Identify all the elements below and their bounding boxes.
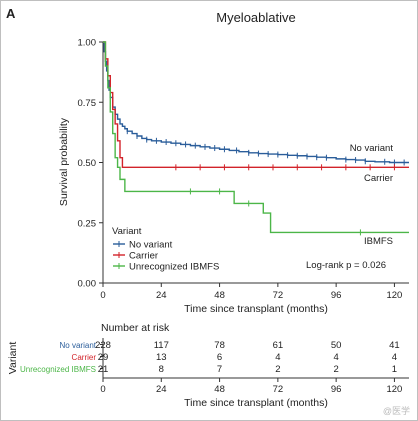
risk-table-x-label: Time since transplant (months) [184,397,328,409]
risk-x-tick-label: 48 [214,384,225,395]
log-rank-annotation: Log-rank p = 0.026 [306,260,386,271]
risk-count: 4 [275,352,280,363]
y-tick-label: 0.50 [78,158,97,169]
y-tick-label: 1.00 [78,38,97,49]
x-axis-label: Time since transplant (months) [184,303,328,315]
x-ticks: 0 24 48 72 96 120 [100,283,402,301]
y-tick-label: 0.75 [78,98,97,109]
panel-label: A [6,6,16,21]
chart-title: Myeloablative [216,10,296,25]
legend-label: No variant [129,240,173,251]
x-tick-label: 0 [100,290,105,301]
risk-count: 61 [273,340,284,351]
risk-table: Number at risk Variant No variant 228 117 7… [7,322,409,409]
legend-title: Variant [112,226,142,237]
risk-count: 1 [392,364,397,375]
curve-unrecognized-ibmfs [103,41,409,234]
watermark: @医学 [383,405,410,416]
risk-table-title: Number at risk [101,322,170,334]
risk-count: 13 [156,352,167,363]
y-axis-label: Survival probability [58,117,70,206]
x-tick-label: 48 [214,290,225,301]
risk-count: 78 [214,340,225,351]
risk-x-tick-label: 72 [273,384,284,395]
risk-count: 21 [98,364,109,375]
end-label: No variant [350,143,394,154]
risk-count: 50 [331,340,342,351]
risk-row-name: Carrier [72,353,97,362]
curve-end-labels: No variant Carrier IBMFS [350,143,394,247]
risk-count: 8 [159,364,164,375]
risk-table-y-title: Variant [7,342,19,375]
risk-count: 7 [217,364,222,375]
survival-plot: 0.00 0.25 0.50 0.75 1.00 0 24 48 72 96 120 Surviv… [58,38,409,315]
curve-carrier [103,41,409,169]
risk-x-tick-label: 0 [100,384,105,395]
risk-x-tick-label: 24 [156,384,167,395]
x-tick-label: 72 [273,290,284,301]
risk-count: 117 [154,340,169,351]
x-tick-label: 120 [386,290,402,301]
risk-count: 41 [389,340,400,351]
risk-row-name: No variant [60,341,97,350]
risk-count: 4 [333,352,338,363]
risk-count: 2 [275,364,280,375]
risk-row-name: Unrecognized IBMFS [20,365,96,374]
x-tick-label: 24 [156,290,167,301]
y-ticks: 0.00 0.25 0.50 0.75 1.00 [78,38,103,290]
y-tick-label: 0.00 [78,279,97,290]
risk-count: 2 [333,364,338,375]
risk-count: 228 [95,340,111,351]
risk-table-x-ticks: 0 24 48 72 96 120 [100,378,402,395]
end-label: IBMFS [364,236,393,247]
risk-count: 4 [392,352,397,363]
legend-label: Unrecognized IBMFS [129,262,219,273]
survival-curves [103,41,409,236]
risk-count: 6 [217,352,222,363]
legend-label: Carrier [129,251,158,262]
risk-x-tick-label: 96 [331,384,342,395]
end-label: Carrier [364,173,393,184]
y-tick-label: 0.25 [78,218,97,229]
risk-x-tick-label: 120 [386,384,402,395]
x-tick-label: 96 [331,290,342,301]
risk-count: 29 [98,352,109,363]
